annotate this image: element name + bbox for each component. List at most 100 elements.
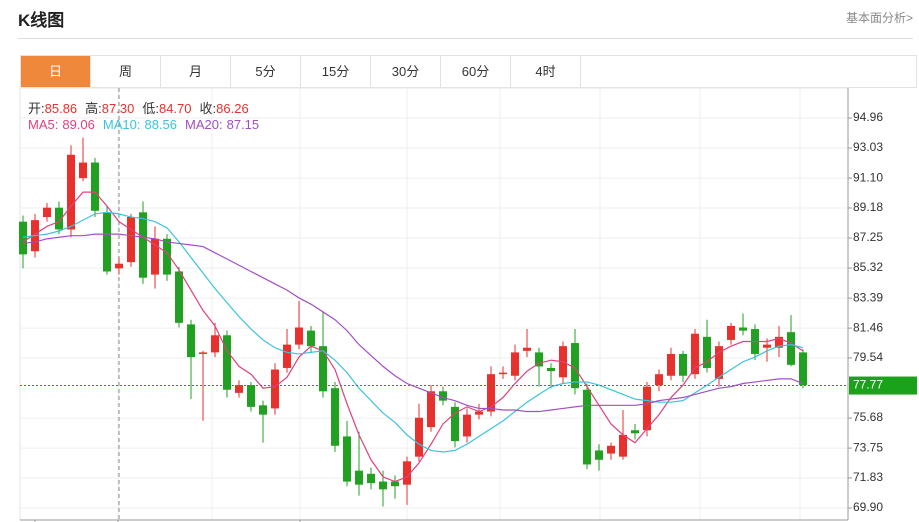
- candle-body: [655, 374, 663, 386]
- legend-item: MA20: 87.15: [185, 117, 259, 132]
- candle-body: [271, 369, 279, 409]
- period-tab[interactable]: 月: [161, 56, 231, 87]
- period-tab[interactable]: 日: [21, 56, 91, 87]
- candle-body: [631, 430, 639, 434]
- info-value: 86.26: [216, 101, 249, 116]
- candle-body: [439, 391, 447, 401]
- candle-body: [775, 336, 783, 348]
- legend-item: MA5: 89.06: [28, 117, 95, 132]
- candle-body: [175, 271, 183, 323]
- candle-body: [607, 445, 615, 454]
- info-value: 87.30: [101, 101, 135, 116]
- candle-body: [343, 436, 351, 482]
- y-tick-label: 71.83: [853, 470, 883, 484]
- ma-legend: MA5: 89.06 MA10: 88.56 MA20: 87.15: [28, 117, 267, 132]
- info-item: 低:84.70: [142, 101, 191, 116]
- candle-body: [523, 347, 531, 351]
- candle-body: [295, 327, 303, 345]
- last-price-label: 77.77: [853, 378, 883, 392]
- ohlc-info: 开:85.86 高:87.30 低:84.70 收:86.26: [28, 98, 257, 117]
- candle-body: [499, 372, 507, 375]
- candle-body: [739, 327, 747, 331]
- candle-body: [283, 344, 291, 368]
- candle-body: [571, 343, 579, 389]
- candle-body: [595, 450, 603, 460]
- period-tab[interactable]: 4时: [511, 56, 581, 87]
- candle-body: [511, 352, 519, 376]
- candle-body: [67, 154, 75, 230]
- candle-body: [211, 335, 219, 353]
- candle-body: [187, 324, 195, 358]
- candle-body: [535, 352, 543, 367]
- candle-body: [403, 461, 411, 485]
- info-label: 收:: [199, 101, 217, 116]
- legend-value: 89.06: [62, 117, 95, 132]
- candle-body: [199, 352, 207, 354]
- candle-body: [619, 434, 627, 457]
- info-item: 高:87.30: [85, 101, 134, 116]
- legend-value: 87.15: [226, 117, 260, 132]
- candle-body: [667, 353, 675, 376]
- candle-body: [91, 162, 99, 211]
- y-tick-label: 93.03: [853, 140, 883, 154]
- y-tick-label: 79.54: [853, 350, 883, 364]
- candle-body: [463, 414, 471, 437]
- info-item: 收:86.26: [200, 101, 249, 116]
- candle-body: [727, 325, 735, 340]
- last-price-box: [849, 376, 917, 395]
- candle-body: [379, 481, 387, 490]
- candle-body: [115, 263, 123, 269]
- period-tab[interactable]: 5分: [231, 56, 301, 87]
- candle-body: [331, 388, 339, 446]
- candle-body: [787, 332, 795, 365]
- y-tick-label: 83.39: [853, 290, 883, 304]
- candle-body: [103, 212, 111, 272]
- info-item: 开:85.86: [28, 101, 77, 116]
- period-tab[interactable]: 15分: [301, 56, 371, 87]
- candle-body: [307, 330, 315, 347]
- fundamental-link[interactable]: 基本面分析>: [845, 11, 913, 25]
- period-tab[interactable]: 30分: [371, 56, 441, 87]
- divider: [18, 38, 913, 39]
- candle-body: [691, 333, 699, 375]
- candle-body: [763, 344, 771, 348]
- candle-body: [55, 207, 63, 230]
- candle-body: [223, 335, 231, 390]
- y-tick-label: 91.10: [853, 170, 883, 184]
- candle-body: [127, 217, 135, 263]
- legend-label: MA20:: [185, 117, 223, 132]
- candle-body: [475, 411, 483, 415]
- candle-body: [79, 162, 87, 179]
- candle-body: [19, 221, 27, 255]
- candle-body: [355, 470, 363, 485]
- y-tick-label: 85.32: [853, 260, 883, 274]
- y-tick-label: 69.90: [853, 500, 883, 514]
- y-tick-label: 81.46: [853, 320, 883, 334]
- legend-value: 88.56: [144, 117, 178, 132]
- candle-body: [799, 352, 807, 386]
- period-tab[interactable]: 周: [91, 56, 161, 87]
- candle-body: [391, 481, 399, 487]
- widget-title: K线图: [18, 11, 65, 30]
- candle-body: [151, 238, 159, 275]
- y-tick-label: 89.18: [853, 200, 883, 214]
- y-tick-label: 75.68: [853, 410, 883, 424]
- candle-body: [715, 346, 723, 379]
- y-tick-label: 94.96: [853, 110, 883, 124]
- legend-label: MA5:: [28, 117, 59, 132]
- period-tab[interactable]: 60分: [441, 56, 511, 87]
- candle-body: [451, 406, 459, 442]
- legend-label: MA10:: [102, 117, 141, 132]
- info-label: 低:: [142, 101, 159, 116]
- candle-body: [583, 389, 591, 465]
- info-label: 高:: [85, 101, 102, 116]
- y-tick-label: 73.75: [853, 440, 883, 454]
- candle-body: [703, 336, 711, 368]
- candle-body: [367, 473, 375, 484]
- ma-line: [22, 211, 804, 453]
- candle-body: [235, 385, 243, 393]
- plot-frame: [19, 87, 849, 521]
- candle-body: [247, 385, 255, 407]
- candle-body: [643, 386, 651, 431]
